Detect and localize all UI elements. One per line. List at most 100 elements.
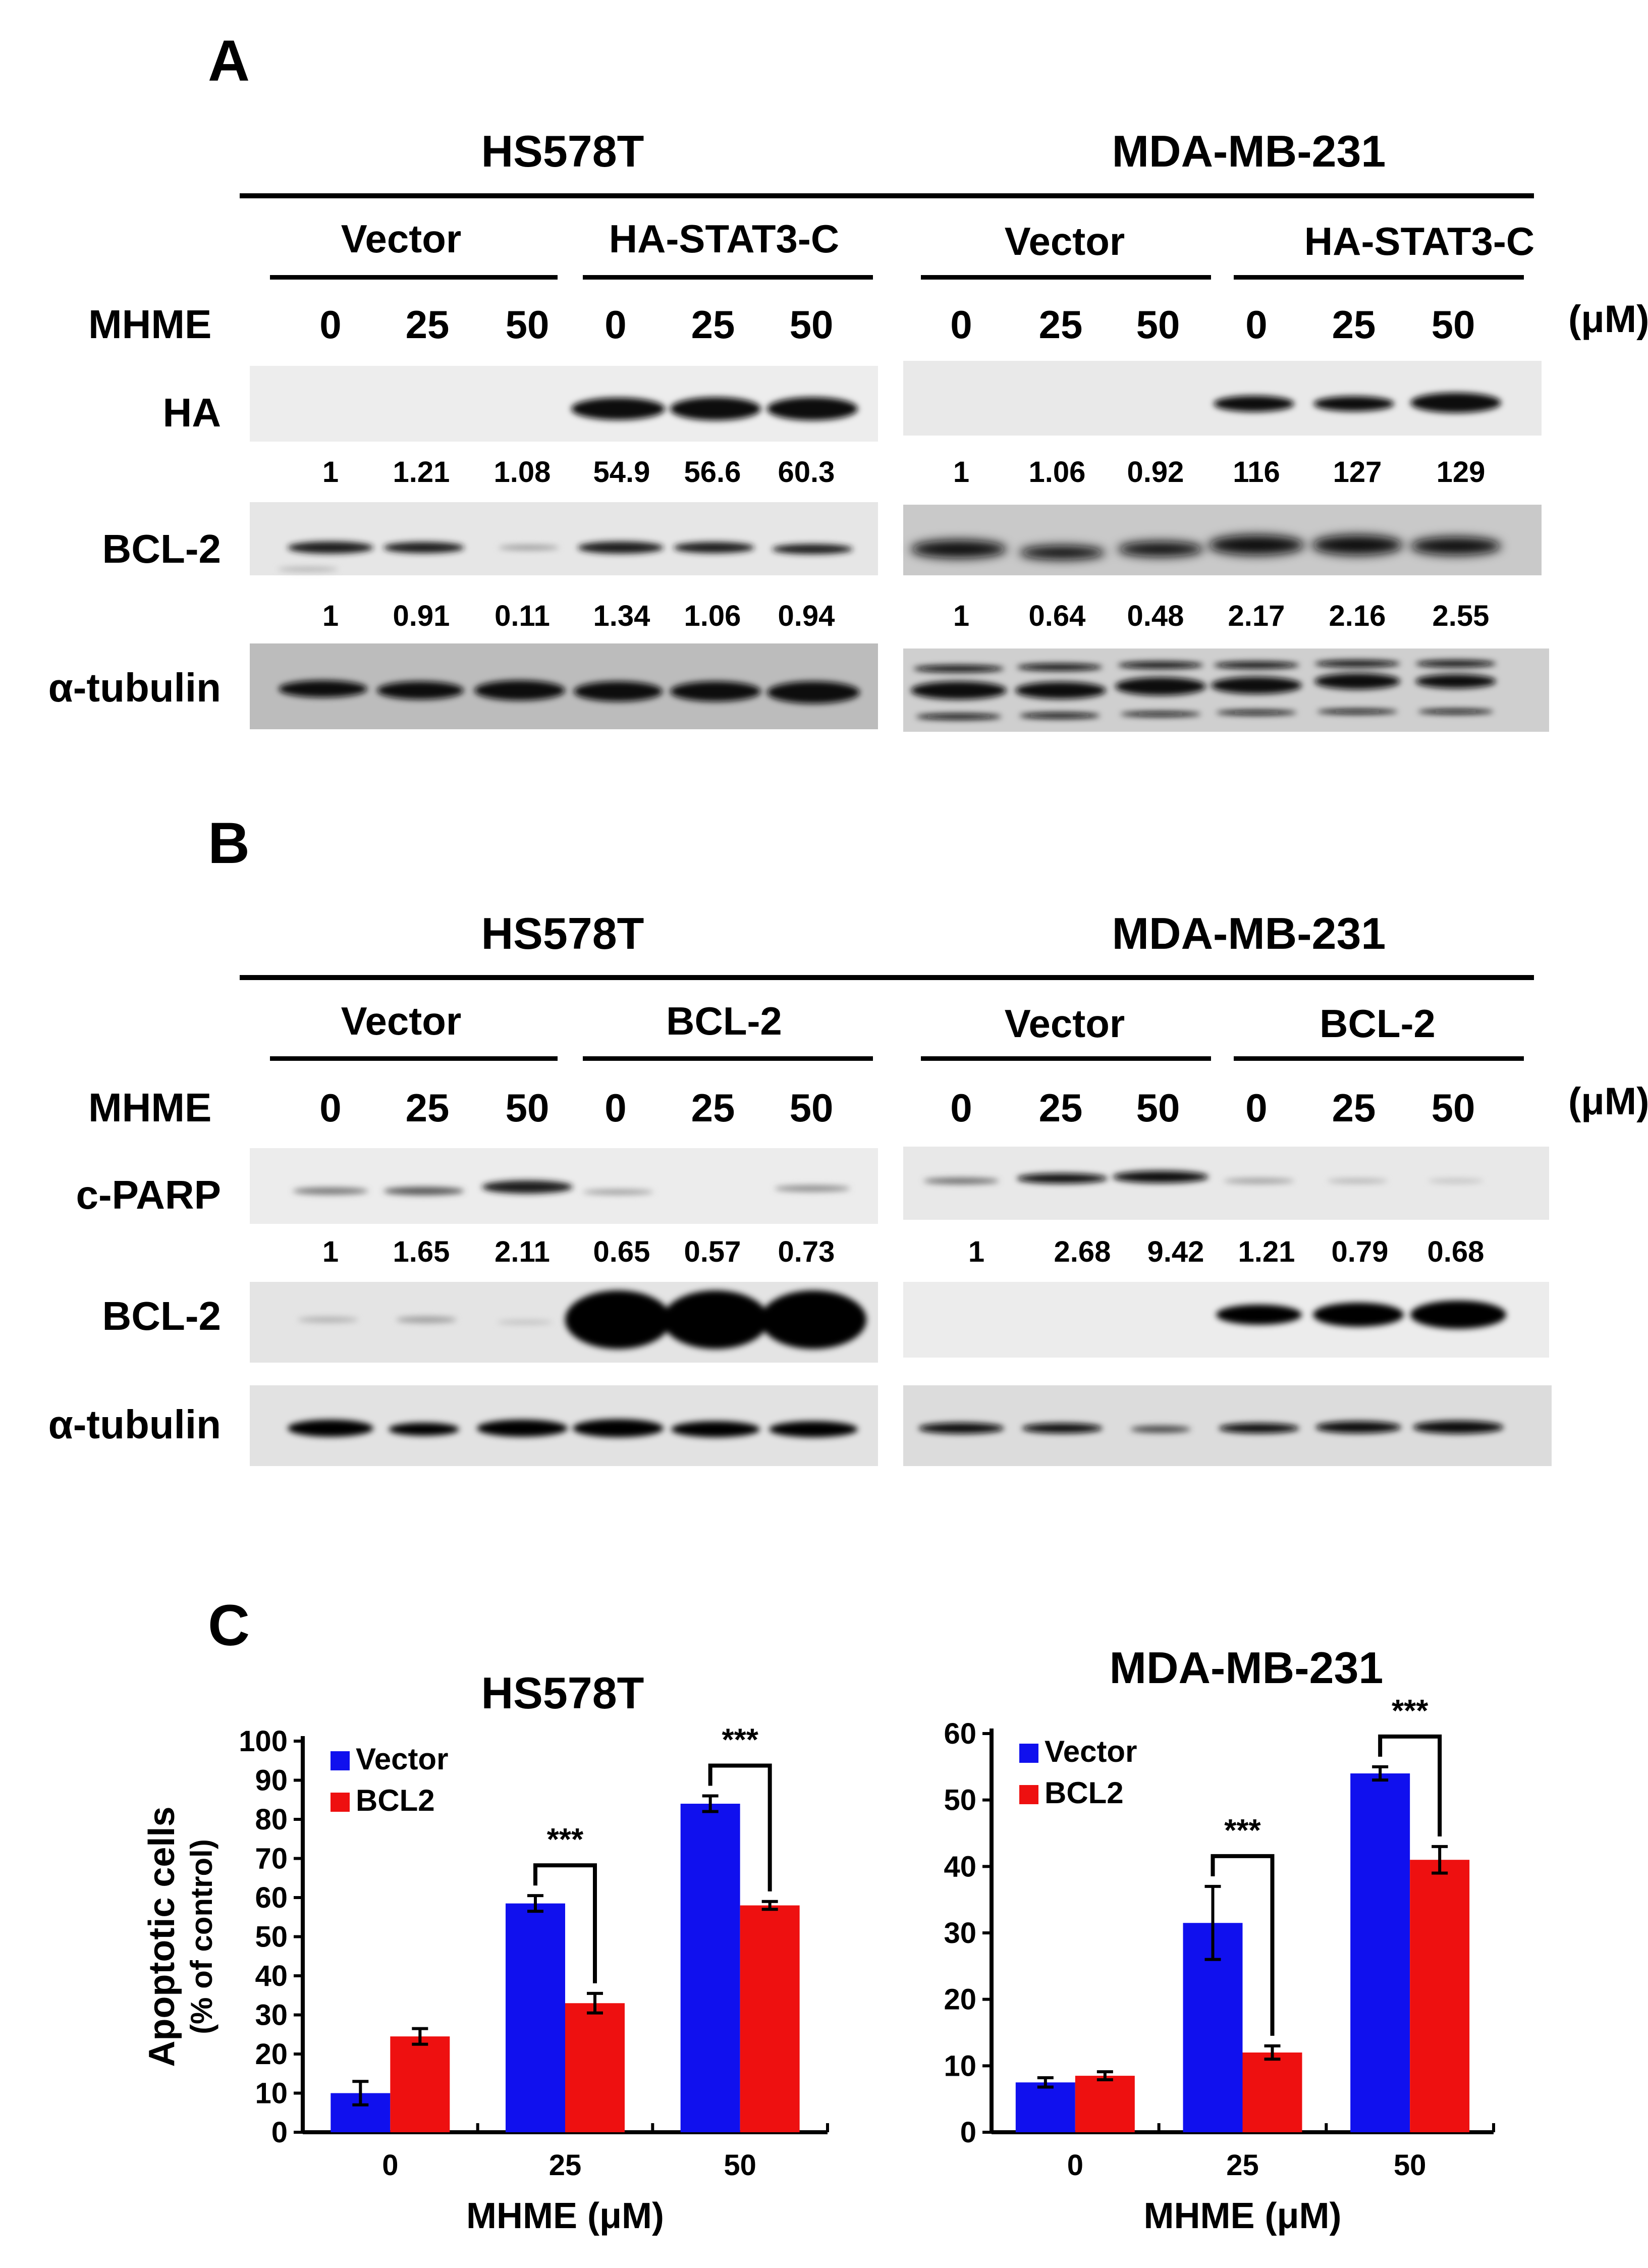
y-tick-label: 60	[255, 1881, 288, 1914]
legend-swatch	[1019, 1785, 1038, 1804]
lane-dose: 25	[1039, 302, 1083, 347]
panel-a-unit: (μM)	[1568, 298, 1648, 341]
lane-dose: 25	[1332, 1086, 1376, 1130]
significance-label: ***	[722, 1723, 758, 1758]
bar-bcl2	[1075, 2076, 1135, 2132]
lane-dose: 50	[1136, 302, 1180, 347]
panel-a-group-line	[270, 275, 558, 280]
lane-dose: 0	[605, 302, 626, 347]
significance-bracket	[1211, 1854, 1275, 2036]
legend: Vector BCL2	[1019, 1735, 1137, 1810]
bar-chart-hs578t: HS578T 0 10 20 30 40 50 60 70 80 90 100 0 25 *** 50 *** M…	[142, 1668, 829, 2236]
legend-label: Vector	[1045, 1735, 1137, 1768]
quant-value: 2.55	[1433, 600, 1490, 632]
x-axis-title: MHME (μM)	[1144, 2196, 1342, 2236]
blot-strip-a-ha-left	[250, 366, 878, 442]
y-tick-label: 20	[944, 1983, 976, 2016]
x-tick-label: 0	[1067, 2149, 1083, 2182]
error-bar	[761, 1900, 778, 1911]
panel-a-group-line	[583, 275, 873, 280]
panel-a-group-vector-right: Vector	[1005, 219, 1125, 263]
panel-a-group-line	[921, 275, 1211, 280]
y-tick-label: 60	[944, 1717, 976, 1750]
panel-a-row-label-bcl2: BCL-2	[102, 526, 221, 571]
blot-strip-b-bcl2-right	[903, 1282, 1549, 1358]
panel-a-group-vector-left: Vector	[341, 217, 461, 261]
quant-value: 0.65	[593, 1235, 650, 1268]
error-bar	[1037, 2076, 1054, 2089]
significance-bracket	[1378, 1734, 1442, 1837]
quant-value: 129	[1437, 456, 1486, 489]
error-bar	[1204, 1884, 1221, 1961]
x-axis-title: MHME (μM)	[466, 2196, 664, 2236]
y-tick-label: 30	[944, 1917, 976, 1950]
panel-b-group-bcl2-left: BCL-2	[666, 999, 782, 1043]
y-tick-label: 30	[255, 1999, 288, 2032]
significance-bracket	[533, 1863, 597, 1983]
quant-value: 1.06	[684, 600, 741, 632]
quant-value: 1	[953, 456, 969, 489]
quant-value: 1.21	[393, 456, 450, 489]
panel-a-row-label-ha: HA	[162, 390, 221, 435]
lane-dose: 50	[1136, 1086, 1180, 1130]
panel-b-cell-divider-line	[240, 975, 1534, 980]
bar-chart-mda-mb-231: MDA-MB-231 0 10 20 30 40 50 60 0 25 *** 50 *** MHME (…	[944, 1643, 1495, 2236]
quant-value: 1.34	[593, 600, 650, 632]
panel-letter-a: A	[208, 29, 250, 93]
y-tick-label: 0	[271, 2116, 288, 2149]
y-tick-label: 10	[944, 2049, 976, 2082]
bar-vector	[506, 1903, 565, 2132]
panel-b-group-line	[1234, 1056, 1524, 1061]
panel-a-cell-divider-line	[240, 193, 1534, 198]
lane-dose: 25	[406, 302, 450, 347]
panel-a-cell-title-right: MDA-MB-231	[1112, 126, 1386, 176]
lane-dose: 0	[319, 1086, 341, 1130]
y-tick-label: 100	[239, 1725, 288, 1758]
panel-a-row-label-tubulin: α-tubulin	[48, 665, 221, 710]
quant-value: 1.08	[494, 456, 551, 489]
legend: Vector BCL2	[331, 1742, 448, 1817]
panel-b-cell-title-right: MDA-MB-231	[1112, 908, 1386, 958]
quant-value: 0.94	[778, 600, 835, 632]
y-tick-label: 10	[255, 2077, 288, 2110]
quant-value: 2.11	[495, 1235, 550, 1268]
error-bar	[1096, 2070, 1113, 2081]
panel-b-group-line	[270, 1056, 558, 1061]
y-tick-label: 0	[960, 2116, 976, 2149]
quant-value: 2.68	[1054, 1235, 1111, 1268]
quant-value: 1	[322, 600, 339, 632]
quant-value: 0.11	[495, 600, 550, 632]
y-axis-title: Apoptotic cells	[142, 1806, 182, 2067]
error-bar	[1264, 2044, 1281, 2061]
blot-strip-b-bcl2-left	[250, 1282, 878, 1363]
panel-b-group-line	[583, 1056, 873, 1061]
error-bar	[352, 2080, 369, 2107]
lane-dose: 0	[605, 1086, 626, 1130]
chart-title: HS578T	[481, 1668, 644, 1718]
error-bar	[702, 1794, 719, 1813]
error-bar	[527, 1894, 543, 1913]
blot-strip-a-bcl2-right	[903, 505, 1542, 575]
quant-value: 2.16	[1329, 600, 1386, 632]
panel-b-quant-row-cparp: 1 1.65 2.11 0.65 0.57 0.73 1 2.68 9.42 1…	[322, 1235, 1485, 1268]
y-tick-label: 40	[255, 1960, 288, 1992]
y-tick-label: 50	[944, 1784, 976, 1817]
quant-value: 0.73	[778, 1235, 835, 1268]
quant-value: 1	[953, 600, 969, 632]
significance-bracket	[708, 1763, 772, 1892]
lane-dose: 25	[691, 302, 735, 347]
lane-dose: 50	[1432, 302, 1475, 347]
y-tick-label: 80	[255, 1803, 288, 1836]
panel-b-group-vector-right: Vector	[1005, 1001, 1125, 1046]
quant-value: 0.91	[393, 600, 450, 632]
lane-dose: 50	[1432, 1086, 1475, 1130]
lane-dose: 25	[1332, 302, 1376, 347]
panel-b-row-label-bcl2: BCL-2	[102, 1293, 221, 1338]
panel-b-group-line	[921, 1056, 1211, 1061]
blot-strip-b-tubulin-left	[250, 1385, 878, 1466]
panel-b-cell-title-left: HS578T	[481, 908, 644, 958]
lane-dose: 50	[506, 1086, 550, 1130]
quant-value: 56.6	[684, 456, 741, 489]
y-tick-label: 20	[255, 2038, 288, 2071]
